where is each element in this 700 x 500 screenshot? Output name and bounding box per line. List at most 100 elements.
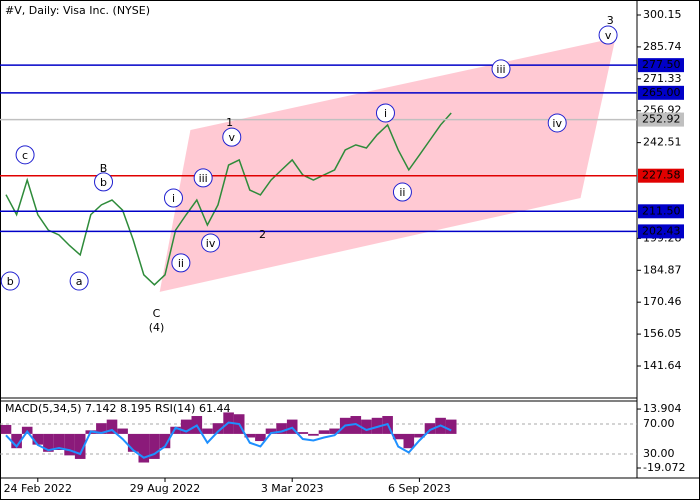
x-tick-label: 3 Mar 2023 — [261, 482, 324, 495]
level-label: 211.50 — [642, 204, 681, 217]
macd-bar — [96, 423, 107, 434]
price-line — [5, 112, 452, 286]
level-badge — [638, 204, 684, 219]
macd-bar — [297, 432, 309, 434]
macd-bar — [170, 426, 181, 434]
x-tick-label: 6 Sep 2023 — [388, 482, 451, 495]
chart-title: #V, Daily: Visa Inc. (NYSE) — [5, 4, 150, 17]
macd-bar — [74, 433, 86, 459]
macd-bar — [329, 428, 340, 434]
level-badge — [638, 85, 684, 100]
x-tick-label: 29 Aug 2022 — [130, 482, 200, 495]
macd-bar — [265, 428, 277, 434]
macd-bar — [127, 433, 139, 452]
wave-circle — [171, 253, 191, 273]
y-tick-label: -19.072 — [643, 461, 685, 474]
wave-label: 1 — [226, 116, 233, 129]
level-badge — [638, 112, 684, 127]
wave-circle — [193, 168, 213, 188]
wave-label: 2 — [259, 228, 266, 241]
level-label: 202.43 — [642, 224, 681, 237]
wave-label: v — [605, 29, 612, 42]
y-tick-label: 156.05 — [643, 327, 682, 340]
indicator-title: MACD(5,34,5) 7.142 8.195 RSI(14) 61.44 — [5, 402, 230, 415]
channel — [159, 37, 616, 292]
level-label: 227.58 — [642, 169, 681, 182]
y-tick-label: 141.64 — [643, 359, 682, 372]
wave-circle — [94, 172, 114, 192]
wave-circle — [163, 188, 183, 208]
macd-bar — [371, 417, 383, 434]
macd-bar — [53, 433, 65, 450]
wave-label: iii — [199, 172, 208, 185]
wave-label: iv — [552, 117, 562, 130]
y-tick-label: 271.33 — [643, 72, 682, 85]
wave-label: b — [100, 176, 107, 189]
macd-bar — [318, 430, 330, 434]
macd-bar — [403, 433, 415, 449]
wave-circle — [547, 113, 567, 133]
wave-circle — [15, 145, 35, 165]
wave-circle — [491, 59, 511, 79]
wave-label: ii — [399, 186, 405, 199]
macd-bar — [0, 424, 12, 434]
macd-bar — [11, 433, 22, 449]
macd-bar — [414, 433, 425, 438]
macd-bar — [106, 419, 118, 434]
level-label: 252.92 — [642, 113, 681, 126]
macd-bar — [255, 433, 266, 442]
wave-label: c — [22, 149, 28, 162]
macd-bar — [212, 423, 224, 434]
y-tick-label: 300.15 — [643, 8, 682, 21]
wave-label: a — [76, 275, 83, 288]
y2-tick-label: 30.00 — [643, 447, 675, 460]
macd-bar — [445, 419, 457, 434]
wave-circle — [0, 271, 20, 291]
y-tick-label: 285.74 — [643, 40, 682, 53]
y-tick-label: 13.904 — [643, 402, 682, 415]
macd-bar — [308, 433, 319, 436]
macd-bar — [180, 419, 192, 434]
macd-bar — [424, 423, 436, 434]
level-label: 277.50 — [642, 58, 681, 71]
rsi-line — [5, 421, 452, 459]
wave-label: ii — [178, 257, 184, 270]
x-tick-label: 24 Feb 2022 — [4, 482, 72, 495]
level-badge — [638, 224, 684, 239]
wave-label: B — [100, 162, 108, 175]
wave-label: iv — [206, 237, 216, 250]
y2-tick-label: 70.00 — [643, 417, 675, 430]
y-tick-label: 170.46 — [643, 295, 682, 308]
macd-bar — [149, 433, 160, 459]
wave-circle — [375, 103, 395, 123]
wave-circle — [201, 233, 221, 253]
level-label: 265.00 — [642, 86, 681, 99]
wave-label: b — [7, 275, 14, 288]
wave-circle — [222, 127, 242, 147]
macd-bar — [244, 433, 256, 438]
wave-circle — [392, 182, 412, 202]
level-badge — [638, 168, 684, 183]
y-tick-label: 184.87 — [643, 263, 682, 276]
wave-label: i — [384, 107, 387, 120]
wave-label: i — [172, 192, 175, 205]
macd-bar — [43, 433, 54, 452]
macd-bar — [361, 419, 372, 434]
wave-label: 3 — [607, 14, 614, 27]
macd-bar — [392, 433, 404, 440]
macd-bar — [202, 428, 213, 434]
level-badge — [638, 58, 684, 73]
macd-bar — [159, 433, 171, 449]
wave-label: (4) — [149, 321, 165, 334]
y-tick-label: 242.51 — [643, 136, 682, 149]
wave-label: iii — [496, 63, 505, 76]
macd-bar — [276, 423, 287, 434]
macd-bar — [64, 433, 75, 456]
wave-label: v — [229, 131, 236, 144]
wave-circle — [69, 271, 89, 291]
wave-label: C — [153, 307, 161, 320]
macd-bar — [138, 433, 150, 463]
macd-bar — [32, 433, 44, 445]
